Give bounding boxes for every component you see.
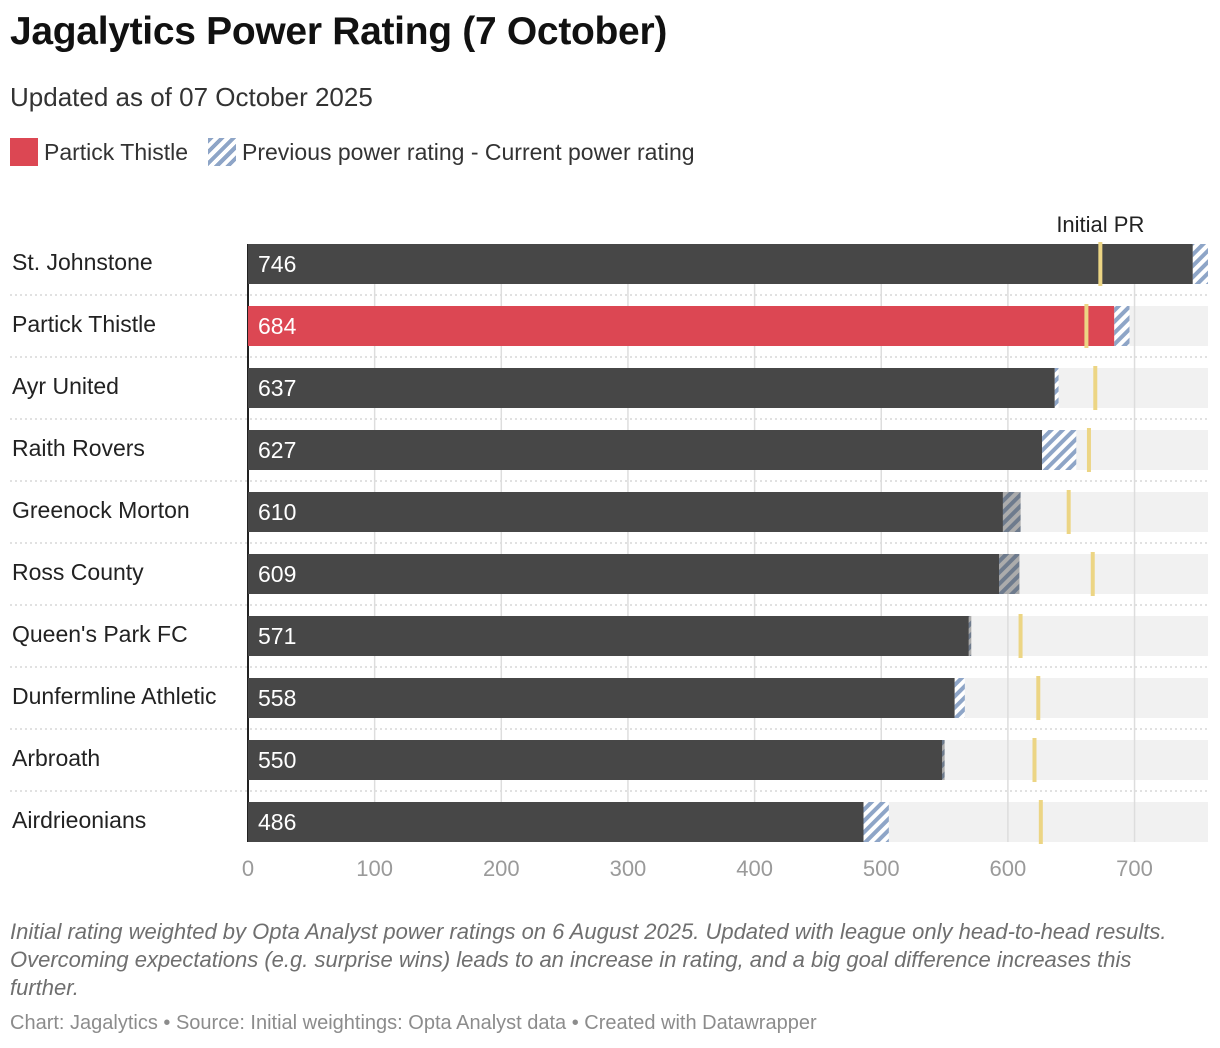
category-label-arbroath: Arbroath: [12, 745, 100, 771]
value-label-dunfermline-athletic: 558: [258, 685, 296, 711]
category-label-ayr-united: Ayr United: [12, 373, 119, 399]
chart-title: Jagalytics Power Rating (7 October): [10, 10, 668, 53]
legend-item-highlight: Partick Thistle: [10, 138, 188, 166]
x-tick-label: 100: [356, 856, 393, 881]
change-segment-airdrieonians: [863, 802, 889, 842]
bar-partick-thistle: [248, 306, 1115, 346]
bar-ross-county: [248, 554, 1020, 594]
bar-greenock-morton: [248, 492, 1021, 532]
bar-airdrieonians: [248, 802, 864, 842]
value-label-greenock-morton: 610: [258, 499, 296, 525]
change-segment-raith-rovers: [1042, 430, 1077, 470]
footnote: Initial rating weighted by Opta Analyst …: [10, 919, 1167, 1000]
category-label-raith-rovers: Raith Rovers: [12, 435, 145, 461]
value-label-raith-rovers: 627: [258, 437, 296, 463]
value-label-ross-county: 609: [258, 561, 296, 587]
legend-swatch-red: [10, 138, 38, 166]
change-segment-dunfermline-athletic: [954, 678, 965, 718]
legend-label-change: Previous power rating - Current power ra…: [242, 138, 695, 165]
category-label-partick-thistle: Partick Thistle: [12, 311, 156, 337]
source-credit: Chart: Jagalytics • Source: Initial weig…: [10, 1012, 817, 1034]
category-label-queen-s-park-fc: Queen's Park FC: [12, 621, 188, 647]
x-tick-label: 500: [863, 856, 900, 881]
category-label-st-johnstone: St. Johnstone: [12, 249, 153, 275]
bar-chart: 0 100 200 300 400 500 600 700 St. Johnstone 746 Pa…: [10, 212, 1208, 881]
value-label-airdrieonians: 486: [258, 809, 296, 835]
value-label-arbroath: 550: [258, 747, 296, 773]
legend-item-change: Previous power rating - Current power ra…: [208, 138, 695, 166]
x-tick-label: 600: [990, 856, 1027, 881]
change-segment-ayr-united: [1054, 368, 1059, 408]
change-segment-greenock-morton: [1002, 492, 1021, 532]
value-label-ayr-united: 637: [258, 375, 296, 401]
change-segment-queen-s-park-fc: [968, 616, 972, 656]
change-segment-arbroath: [942, 740, 945, 780]
change-segment-st-johnstone: [1192, 244, 1208, 284]
bar-st-johnstone: [248, 244, 1193, 284]
legend-swatch-hatched: [208, 138, 237, 166]
legend-label-highlight: Partick Thistle: [44, 138, 189, 165]
category-label-airdrieonians: Airdrieonians: [12, 807, 146, 833]
bar-arbroath: [248, 740, 945, 780]
value-label-partick-thistle: 684: [258, 313, 297, 339]
category-label-greenock-morton: Greenock Morton: [12, 497, 190, 523]
bar-raith-rovers: [248, 430, 1043, 470]
initial-pr-annotation: Initial PR: [1056, 212, 1144, 237]
x-tick-label: 300: [610, 856, 647, 881]
value-label-st-johnstone: 746: [258, 251, 296, 277]
category-label-ross-county: Ross County: [12, 559, 144, 585]
bar-ayr-united: [248, 368, 1055, 408]
change-segment-ross-county: [999, 554, 1020, 594]
chart-subtitle: Updated as of 07 October 2025: [10, 82, 373, 112]
bar-queen-s-park-fc: [248, 616, 972, 656]
value-label-queen-s-park-fc: 571: [258, 623, 296, 649]
x-tick-label: 0: [242, 856, 254, 881]
category-label-dunfermline-athletic: Dunfermline Athletic: [12, 683, 217, 709]
change-segment-partick-thistle: [1114, 306, 1130, 346]
bar-dunfermline-athletic: [248, 678, 955, 718]
x-tick-label: 700: [1116, 856, 1153, 881]
legend: Partick Thistle Previous power rating - …: [10, 138, 715, 166]
x-tick-label: 200: [483, 856, 520, 881]
x-tick-label: 400: [736, 856, 773, 881]
